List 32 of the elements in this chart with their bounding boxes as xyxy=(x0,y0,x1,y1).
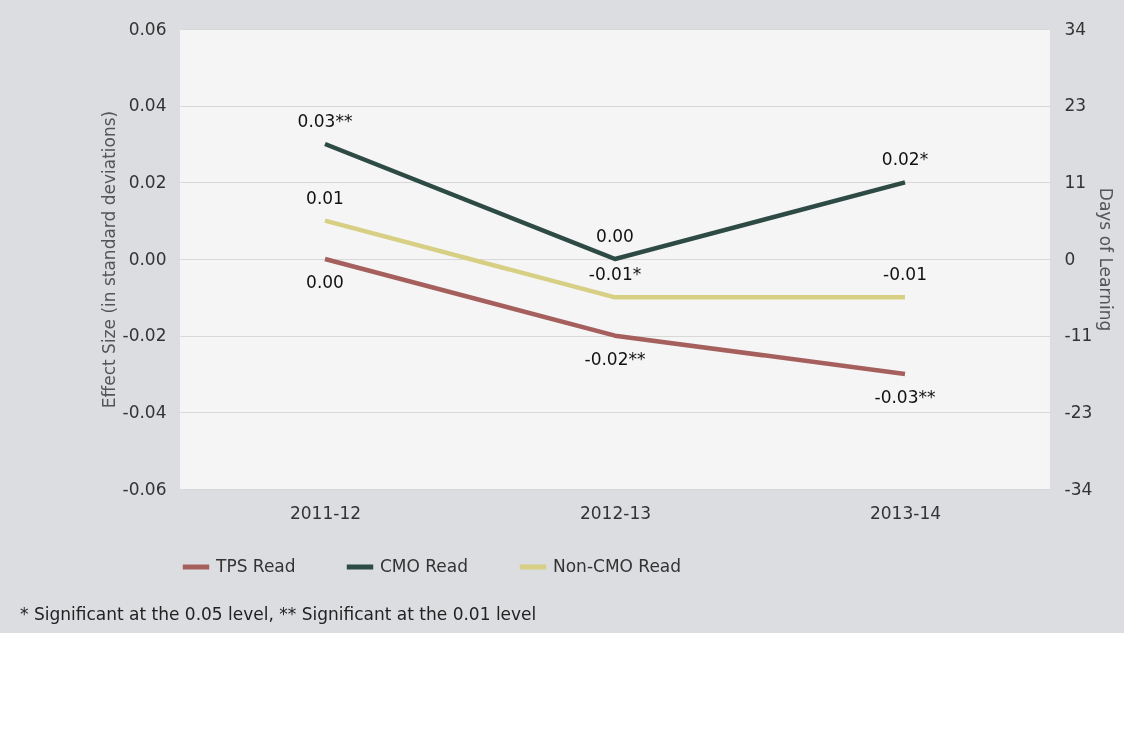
y-tick-label: 0.00 xyxy=(128,248,167,269)
data-label: -0.01 xyxy=(883,264,927,285)
y2-tick-label: -34 xyxy=(1064,478,1093,499)
y2-tick-label: 34 xyxy=(1064,18,1087,39)
data-label: 0.01 xyxy=(306,187,344,208)
legend-label: TPS Read xyxy=(215,556,296,576)
text: * Significant at the 0.05 level, ** Significant at the 0.01 level xyxy=(20,604,537,624)
y2-tick-label: 0 xyxy=(1064,248,1076,269)
x-tick-label: 2012-13 xyxy=(579,502,652,523)
data-label: 0.02* xyxy=(881,149,929,170)
y-tick-label: -0.06 xyxy=(122,478,167,499)
y-tick-label: -0.04 xyxy=(122,401,167,422)
data-label: -0.02** xyxy=(584,348,646,369)
y2-tick-label: 23 xyxy=(1064,95,1087,116)
legend-label: Non-CMO Read xyxy=(553,556,682,576)
y2-tick-label: 11 xyxy=(1064,171,1087,192)
y-tick-label: 0.06 xyxy=(128,18,167,39)
data-label: -0.03** xyxy=(874,387,936,407)
data-label: -0.01* xyxy=(588,264,642,285)
y-tick-label: 0.02 xyxy=(128,171,167,192)
legend-label: CMO Read xyxy=(380,556,469,576)
y-tick-label: 0.04 xyxy=(128,95,167,116)
data-label: 0.00 xyxy=(306,272,344,292)
data-label: 0.03** xyxy=(297,111,353,131)
data-label: 0.00 xyxy=(596,226,634,246)
y-tick-label: -0.02 xyxy=(122,325,167,346)
y-axis-title: Effect Size (in standard deviations) xyxy=(98,110,119,409)
y2-tick-label: -23 xyxy=(1064,401,1093,422)
x-tick-label: 2013-14 xyxy=(869,502,942,523)
x-tick-label: 2011-12 xyxy=(289,502,362,523)
y2-axis-title: Days of Learning xyxy=(1096,187,1117,332)
y2-tick-label: -11 xyxy=(1064,325,1093,346)
